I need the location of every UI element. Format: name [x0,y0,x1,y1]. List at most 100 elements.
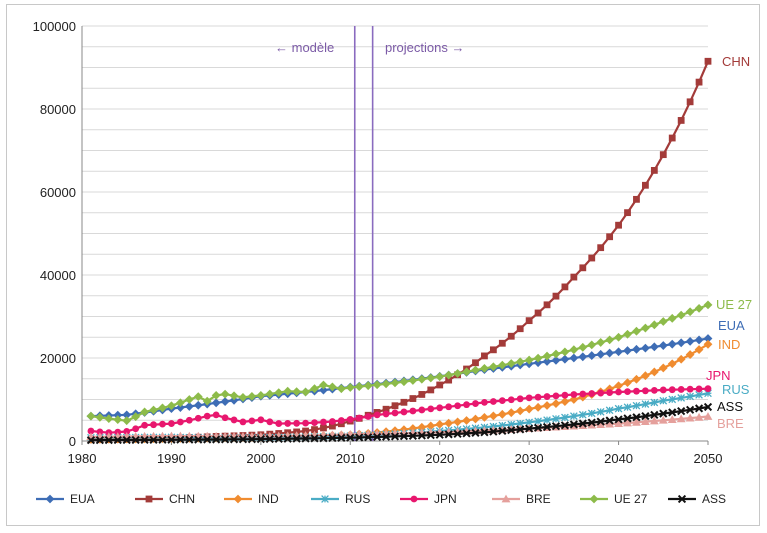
series-rus-line [90,392,709,440]
series-bre-point [676,414,686,423]
series-ind-point [533,402,543,412]
series-chn-point [302,427,309,435]
series-eua-point [614,347,623,357]
series-ass-point [140,435,149,445]
gridlines [81,25,708,442]
y-tick-label: 60000 [40,185,76,200]
series-ind-point [480,412,489,422]
series-chn-point [588,254,596,262]
series-chn-point [552,292,560,300]
series-ue-27-point [363,381,373,391]
series-ue-27-point [381,379,391,389]
series-ass-point [462,429,471,438]
series-jpn-point [642,387,649,395]
series-ind-point [426,421,436,431]
legend-item: UE 27 [580,492,648,506]
series-ind-point [649,367,659,377]
series-jpn-point [150,421,157,429]
x-tick-label: 2000 [246,451,275,466]
series-ass-point [623,414,632,423]
series-chn-point [534,309,542,317]
series-lines [86,57,713,445]
series-eua-point [641,343,650,353]
annotation-projections: projections → [385,40,464,55]
series-ass-point [220,435,230,444]
series-ue-27-point [471,365,480,375]
series-jpn-point [346,416,354,423]
legend-item: CHN [135,492,195,506]
series-bre-point [685,413,695,422]
series-ind-point [632,374,641,384]
series-jpn-point [275,420,283,427]
series-ind-point [444,418,454,428]
series-ue-27-point [676,310,686,320]
y-axis-ticks: 0 20000 40000 60000 80000 100000 [33,19,76,449]
series-jpn-point [552,392,560,400]
series-rus-point [534,417,542,426]
period-annotations: ← modèle projections → [275,26,464,441]
legend-item: ASS [668,492,726,506]
series-eua-point [685,336,695,346]
x-tick-label: 2050 [694,451,723,466]
series-ass-point [319,434,328,443]
series-ue-27-point [408,376,418,385]
series-jpn-point [650,386,658,394]
series-ue-27-point [578,342,588,352]
series-jpn-point [579,390,587,398]
series-jpn-point [185,416,193,424]
series-ind-point [471,414,480,424]
series-ass-point [390,432,400,441]
legend: EUA CHN IND RUS JPN BRE UE 27 ASS [36,492,726,506]
series-ass-point [399,432,409,441]
series-eua-point [658,341,668,350]
series-ass-point [355,433,364,442]
series-ass-point [498,426,507,436]
series-eua-point [122,410,132,420]
series-jpn-point [659,386,667,394]
series-ue-27-point [399,377,409,387]
series-jpn-point [230,416,238,424]
series-chn-point [615,221,622,229]
series-jpn-point [141,421,149,429]
series-jpn-point [543,393,551,400]
series-chn-point [704,57,712,65]
series-chn-point [624,209,631,217]
series-ass-point [194,435,203,444]
x-tick-label: 2010 [336,451,365,466]
series-ue-27-point [95,412,105,422]
series-ue-27-point [417,374,427,384]
legend-swatch-marker [589,494,599,504]
legend-label: EUA [70,492,95,506]
series-eua-point [229,395,239,405]
series-ue-27-point [569,345,579,355]
series-jpn-point [320,418,327,426]
end-label: RUS [722,382,750,397]
series-ue-27-point [533,353,543,363]
series-chn-point [409,395,417,402]
series-ass-point [274,434,283,444]
series-chn-point [311,426,318,433]
series-ue-27-point [310,384,319,394]
series-chn-point [677,117,685,124]
series-ue-27-point [390,378,400,388]
series-ue-27-point [649,320,659,330]
series-ass-point [113,435,122,445]
series-ind-point [667,359,677,369]
series-jpn-point [606,389,614,396]
legend-item: BRE [492,492,551,506]
series-chn-point [597,244,605,252]
series-jpn-point [588,390,596,397]
series-ue-27-point [274,388,284,398]
series-ass-point [677,407,686,416]
series-eua-point [184,402,194,411]
legend-label: ASS [702,492,726,506]
series-rus-point [623,403,632,412]
series-chn-point [668,134,676,142]
series-eua-point [667,339,677,349]
series-ue-27-point [453,369,462,378]
series-eua-point [211,398,221,408]
series-jpn-point [507,396,515,404]
y-tick-label: 0 [69,434,76,449]
series-jpn-point [615,388,622,396]
end-label: EUA [718,318,745,333]
